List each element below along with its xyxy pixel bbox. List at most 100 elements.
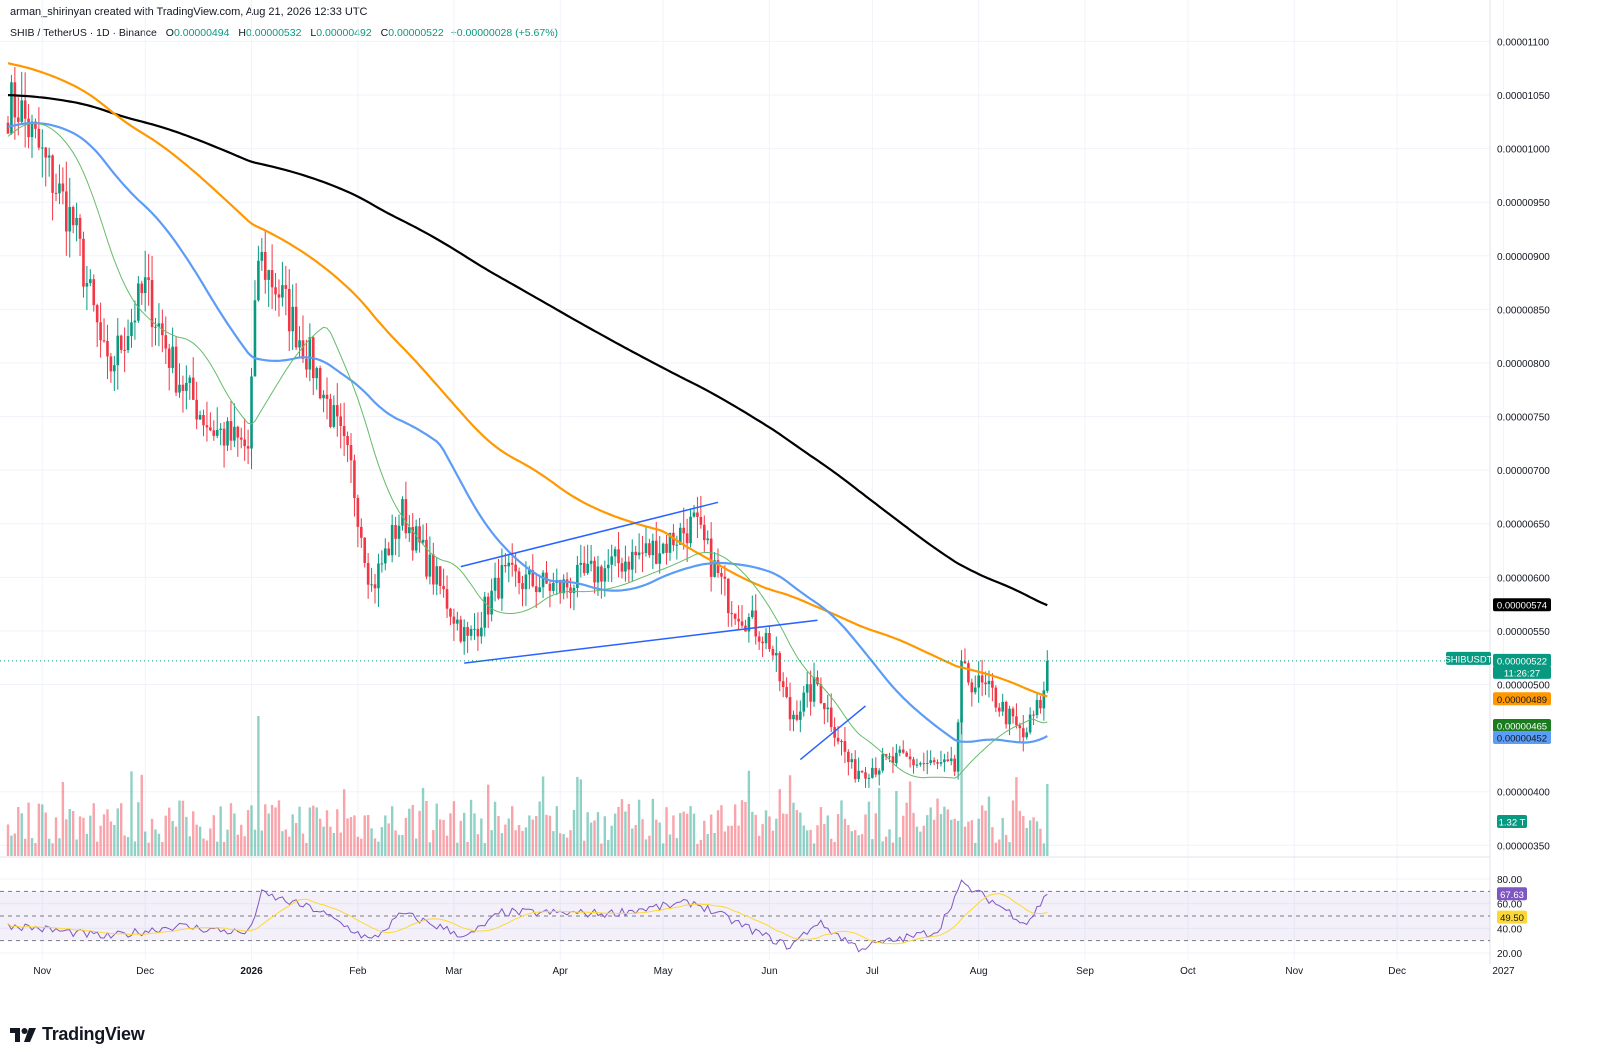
candle [781, 672, 785, 698]
candle-body [222, 428, 226, 446]
candle [71, 205, 75, 234]
symbol-title[interactable]: SHIB / TetherUS · 1D · Binance [10, 27, 157, 39]
volume-bar [10, 835, 13, 856]
candle [912, 756, 915, 774]
candle [260, 238, 264, 271]
candle [627, 556, 631, 583]
volume-bar [51, 843, 54, 856]
candle [291, 284, 294, 351]
candle [949, 746, 953, 766]
volume-bars [6, 716, 1049, 856]
candle-body [778, 652, 782, 682]
rsi-ma-tag-bg [1497, 910, 1527, 924]
footer-brand[interactable]: TradingView [10, 1024, 145, 1045]
volume-bar [504, 824, 507, 856]
candle-body [843, 741, 847, 752]
candle [202, 409, 205, 437]
volume-bar [476, 834, 480, 856]
volume-bar [665, 807, 668, 856]
candle [606, 549, 610, 582]
candle [634, 545, 637, 574]
time-tick-label: 2026 [240, 966, 263, 977]
candle-body [150, 280, 154, 328]
candle [1045, 650, 1049, 694]
volume-bar [651, 798, 655, 856]
volume-bar [833, 841, 836, 856]
candle-body [775, 652, 778, 656]
volume-bar [730, 825, 733, 856]
candle [823, 702, 826, 725]
volume-bar [613, 813, 617, 856]
volume-bar [884, 836, 888, 856]
ma50-tag: 0.00000452 [1493, 730, 1551, 744]
time-axis[interactable]: Nov Dec 2026 Feb Mar Apr May Jun Jul Aug Sep Oct Nov… [33, 966, 1515, 977]
candles [6, 67, 1049, 788]
candle-body [747, 617, 751, 632]
volume-bar [109, 821, 113, 856]
candle-body [898, 749, 902, 753]
candle-body [596, 566, 600, 583]
candle-body [438, 566, 442, 586]
candle [150, 255, 154, 347]
candle-body [99, 322, 102, 341]
volume-bar [195, 824, 198, 856]
candle-body [250, 376, 253, 449]
volume-bar [78, 816, 82, 856]
price-axis[interactable]: 0.00001100 0.00001050 0.00001000 0.00000950… [1497, 37, 1550, 960]
candle [30, 114, 34, 158]
volume-bar [517, 824, 521, 856]
candle-body [569, 587, 572, 594]
volume-bar [799, 812, 802, 856]
volume-bar [545, 814, 548, 856]
candle-body [384, 548, 387, 564]
candle-body [27, 118, 30, 138]
volume-bar [1015, 777, 1018, 856]
volume-bar [775, 818, 778, 856]
candle-body [740, 621, 744, 626]
volume-bar [140, 774, 143, 856]
candle-body [963, 661, 967, 664]
volume-bar [308, 807, 312, 856]
candle [397, 514, 401, 557]
time-tick-label: Mar [445, 966, 463, 977]
candle-body [565, 579, 569, 588]
candle-body [387, 548, 391, 556]
trendlines[interactable] [0, 501, 1490, 761]
candle [390, 514, 394, 563]
rsi-pane [7, 879, 1048, 953]
volume-bar [188, 836, 191, 856]
volume-bar [469, 799, 473, 856]
candle [480, 612, 483, 644]
candle [850, 753, 854, 769]
candle-body [260, 251, 264, 261]
candle-body [308, 337, 312, 370]
candle-body [504, 565, 507, 567]
candle-body [20, 100, 24, 122]
volume-bar [174, 826, 178, 856]
candle [462, 619, 466, 655]
price-tick-label: 0.00000900 [1497, 252, 1550, 263]
candle-body [582, 563, 586, 574]
candle-body [833, 727, 836, 738]
volume-bar [603, 816, 607, 856]
candle [953, 754, 956, 777]
volume-bar [802, 825, 805, 856]
candle-body [89, 279, 92, 284]
candle [956, 719, 960, 780]
candle [572, 584, 576, 611]
volume-bar [905, 802, 908, 856]
volume-bar [212, 815, 215, 856]
candle [761, 636, 764, 657]
candle-body [871, 767, 874, 778]
candle-body [943, 759, 946, 763]
volume-bar [1018, 810, 1022, 856]
candle-body [456, 619, 459, 624]
volume-bar [291, 814, 294, 856]
volume-bar [119, 803, 123, 856]
candle-body [980, 675, 984, 683]
volume-bar [891, 842, 895, 856]
candle-body [613, 549, 617, 557]
ma200-tag: 0.00000574 [1493, 598, 1551, 612]
volume-bar [888, 829, 891, 856]
